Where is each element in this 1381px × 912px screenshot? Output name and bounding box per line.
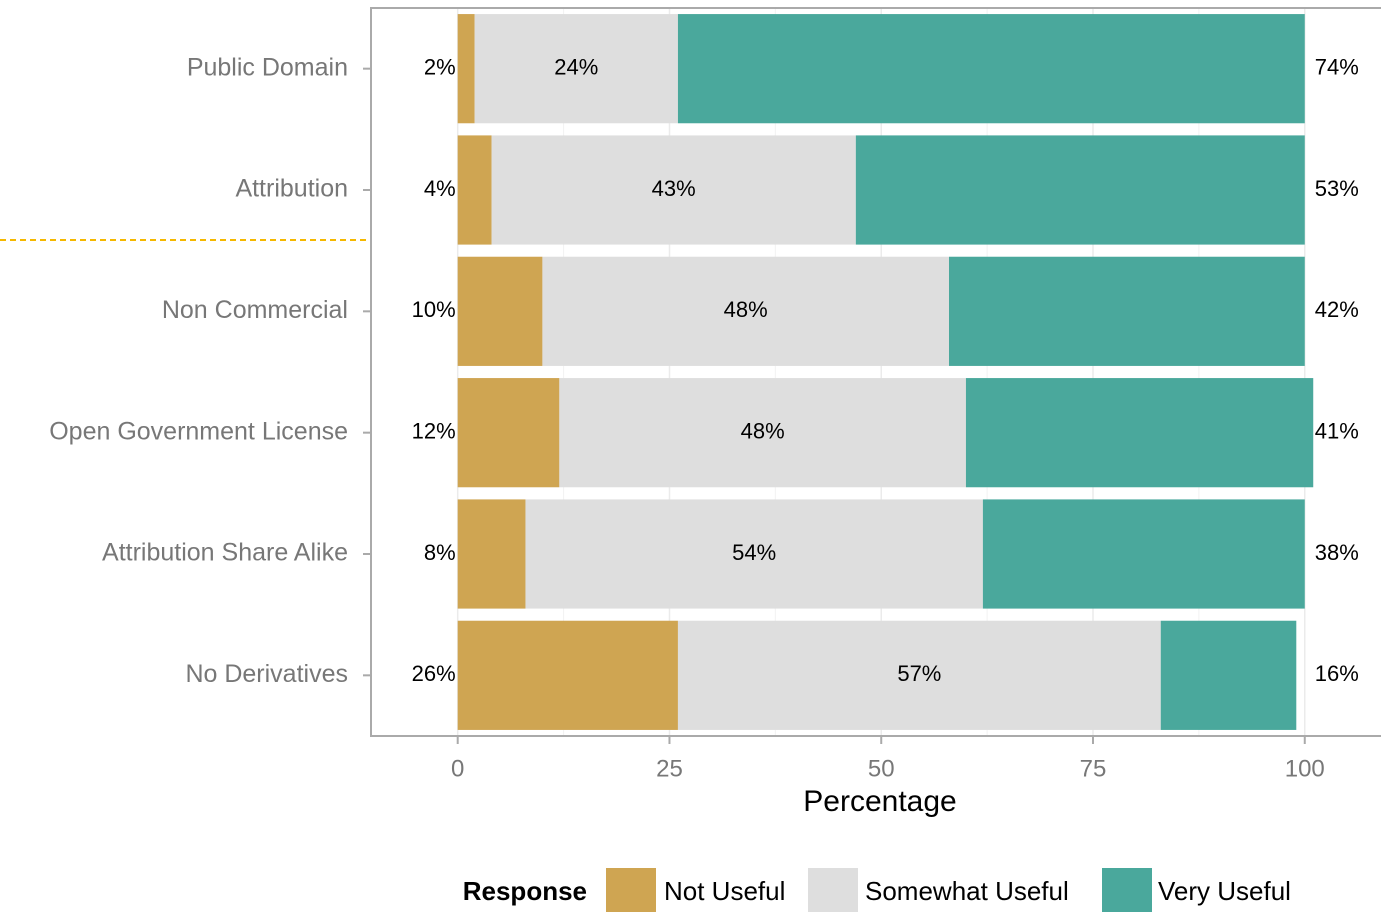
data-label: 10%	[412, 297, 456, 322]
data-label: 2%	[424, 54, 456, 79]
data-label: 48%	[724, 297, 768, 322]
data-label: 38%	[1315, 540, 1359, 565]
data-label: 54%	[732, 540, 776, 565]
data-label: 53%	[1315, 176, 1359, 201]
bar-segment	[559, 378, 966, 488]
x-tick-label: 0	[451, 755, 464, 782]
bar-segment	[965, 378, 1314, 488]
data-label: 12%	[412, 418, 456, 443]
x-tick-label: 100	[1285, 755, 1325, 782]
y-tick-label: Open Government License	[49, 417, 348, 445]
data-label: 43%	[652, 176, 696, 201]
bar-segment	[457, 378, 560, 488]
data-label: 8%	[424, 540, 456, 565]
bar-segment	[457, 256, 543, 366]
bar-segment	[1160, 620, 1297, 730]
x-tick-label: 50	[868, 755, 895, 782]
x-tick-label: 25	[656, 755, 683, 782]
panel-border	[370, 7, 1381, 737]
x-tick-label: 75	[1080, 755, 1107, 782]
y-tick-label: Non Commercial	[162, 296, 348, 324]
bar-segment	[677, 14, 1305, 124]
bar-segment	[855, 135, 1305, 245]
legend-label: Not Useful	[664, 876, 785, 906]
legend-key	[808, 868, 858, 912]
data-label: 48%	[741, 418, 785, 443]
data-label: 57%	[897, 661, 941, 686]
legend-label: Somewhat Useful	[865, 876, 1069, 906]
bar-segment	[457, 620, 678, 730]
bar-segment	[677, 620, 1161, 730]
data-label: 74%	[1315, 54, 1359, 79]
bar-segment	[525, 499, 983, 609]
bar-segment	[474, 14, 678, 124]
legend-label: Very Useful	[1158, 876, 1291, 906]
bar-segment	[457, 135, 492, 245]
data-label: 41%	[1315, 418, 1359, 443]
bar-segment	[491, 135, 856, 245]
bar-segment	[949, 256, 1305, 366]
data-label: 26%	[412, 661, 456, 686]
legend-key	[606, 868, 656, 912]
legend-title: Response	[463, 876, 587, 906]
bar-segment	[457, 14, 475, 124]
y-tick-label: Attribution	[235, 175, 348, 203]
bar-segment	[457, 499, 526, 609]
bar-segment	[542, 256, 949, 366]
data-label: 4%	[424, 176, 456, 201]
legend-key	[1102, 868, 1152, 912]
y-tick-label: Public Domain	[187, 53, 348, 81]
x-axis-label: Percentage	[803, 785, 956, 818]
y-tick-label: No Derivatives	[185, 660, 348, 688]
data-label: 16%	[1315, 661, 1359, 686]
bar-segment	[982, 499, 1305, 609]
data-label: 24%	[554, 54, 598, 79]
data-label: 42%	[1315, 297, 1359, 322]
y-tick-label: Attribution Share Alike	[102, 539, 348, 567]
